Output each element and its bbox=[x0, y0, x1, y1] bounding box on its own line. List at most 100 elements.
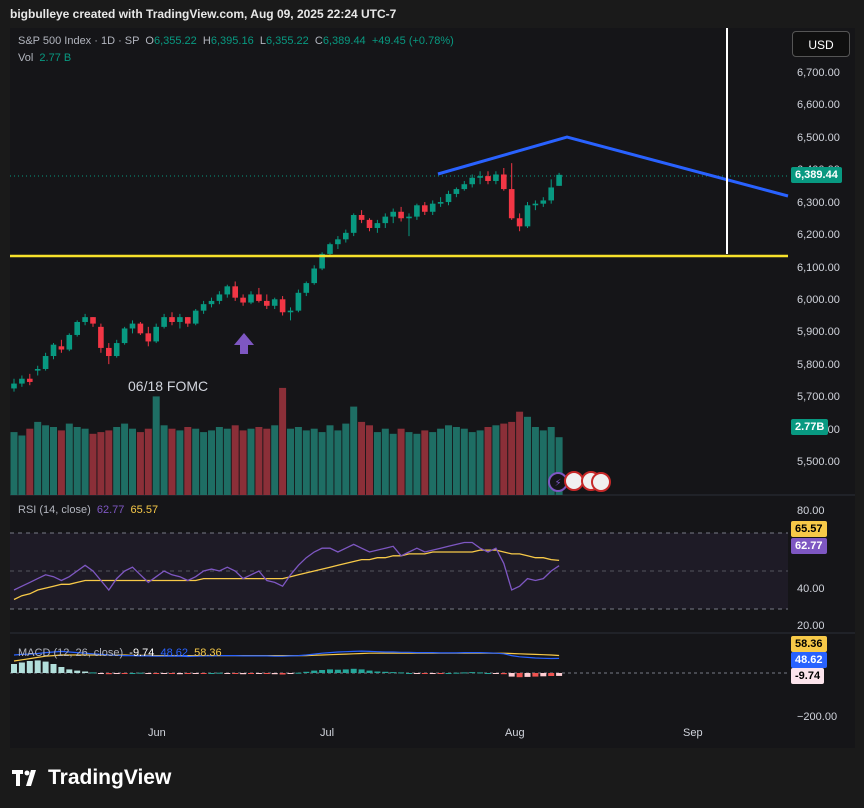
volume-bar bbox=[350, 406, 358, 495]
macd-hist-bar bbox=[184, 673, 191, 674]
volume-value: 2.77 B bbox=[39, 52, 72, 64]
candle bbox=[295, 289, 302, 313]
candle-body bbox=[437, 202, 444, 204]
volume-bar bbox=[310, 428, 318, 495]
volume-bar bbox=[397, 428, 405, 495]
macd-hist-bar bbox=[421, 673, 428, 674]
candle-body bbox=[177, 317, 183, 322]
macd-hist-bar bbox=[485, 673, 491, 674]
candle-body bbox=[74, 321, 80, 335]
volume-bar bbox=[531, 427, 539, 495]
volume-bar bbox=[239, 430, 247, 495]
rsi-ma-value: 65.57 bbox=[130, 504, 159, 516]
candle bbox=[414, 203, 420, 220]
candle-body bbox=[493, 174, 499, 181]
candle-body bbox=[311, 268, 317, 284]
volume-bar bbox=[516, 411, 524, 495]
candle bbox=[540, 197, 547, 207]
chart-canvas[interactable]: ⚡ bbox=[10, 28, 855, 748]
candle bbox=[469, 174, 475, 188]
macd-hist-bar bbox=[271, 673, 278, 675]
tradingview-logo[interactable]: TradingView bbox=[12, 766, 171, 790]
candle bbox=[248, 291, 254, 305]
macd-line-value: 48.62 bbox=[160, 647, 189, 659]
rsi-ma-tag: 65.57 bbox=[791, 521, 827, 537]
candle-body bbox=[90, 317, 96, 324]
candle bbox=[366, 218, 373, 232]
candle bbox=[493, 171, 499, 185]
macd-hist-bar bbox=[311, 670, 318, 673]
macd-hist-bar bbox=[248, 673, 254, 674]
candle-body bbox=[208, 300, 215, 305]
candle bbox=[556, 172, 562, 186]
fomc-annotation[interactable]: 06/18 FOMC bbox=[128, 378, 209, 394]
macd-hist-bar bbox=[137, 672, 144, 674]
macd-hist-bar bbox=[516, 673, 523, 678]
time-label-jul[interactable]: Jul bbox=[320, 727, 335, 739]
candle bbox=[82, 313, 88, 326]
candle-body bbox=[66, 334, 73, 350]
candle-body bbox=[161, 317, 167, 327]
macd-legend: MACD (12, 26, close) -9.74 48.62 58.36 bbox=[18, 647, 222, 659]
us-flag-event-icon bbox=[591, 472, 611, 492]
rsi-label[interactable]: RSI (14, close) bbox=[18, 504, 91, 516]
candle-body bbox=[279, 299, 286, 313]
time-label-aug[interactable]: Aug bbox=[505, 727, 525, 739]
candle-body bbox=[366, 219, 373, 228]
candle bbox=[50, 343, 57, 360]
volume-bar bbox=[279, 387, 287, 495]
rsi-lines bbox=[13, 541, 560, 601]
candle bbox=[169, 312, 175, 326]
tradingview-logo-icon bbox=[12, 770, 36, 786]
time-label-sep[interactable]: Sep bbox=[683, 727, 703, 739]
candle-body bbox=[224, 286, 231, 295]
volume-bar bbox=[168, 428, 176, 495]
rsi-tick-20: 20.00 bbox=[797, 620, 825, 632]
candle-body bbox=[145, 333, 152, 342]
volume-bar bbox=[555, 437, 563, 495]
event-icons: ⚡ bbox=[548, 471, 611, 492]
volume-bar bbox=[192, 428, 200, 495]
candle bbox=[437, 197, 444, 207]
currency-button[interactable]: USD bbox=[792, 31, 850, 57]
volume-bar bbox=[144, 428, 152, 495]
macd-hist-bar bbox=[366, 670, 373, 673]
candle-body bbox=[516, 218, 523, 227]
volume-bar bbox=[429, 432, 437, 495]
chart-panel[interactable] bbox=[10, 28, 855, 748]
time-label-jun[interactable]: Jun bbox=[148, 727, 166, 739]
candle bbox=[240, 294, 246, 306]
rsi-band bbox=[10, 533, 788, 609]
candle bbox=[343, 229, 349, 243]
candle-body bbox=[192, 310, 199, 324]
volume-bar bbox=[492, 425, 500, 495]
volume-bar bbox=[223, 428, 231, 495]
macd-hist-bar bbox=[334, 669, 341, 673]
volume-bar bbox=[445, 425, 452, 495]
macd-label[interactable]: MACD (12, 26, close) bbox=[18, 647, 124, 659]
candle bbox=[185, 317, 191, 327]
candle-body bbox=[98, 326, 104, 348]
candle bbox=[34, 365, 41, 376]
volume-bar bbox=[476, 430, 484, 495]
volume-bar bbox=[437, 428, 445, 495]
macd-hist-bar bbox=[105, 673, 112, 675]
candle-body bbox=[501, 174, 507, 190]
candle bbox=[508, 163, 515, 220]
volume-bar bbox=[302, 430, 310, 495]
candle bbox=[74, 320, 80, 337]
candle bbox=[106, 343, 112, 365]
symbol-name[interactable]: S&P 500 Index · 1D · SP bbox=[18, 35, 140, 47]
price-tick: 6,700.00 bbox=[797, 67, 840, 79]
macd-hist-bar bbox=[556, 673, 563, 676]
candle-body bbox=[113, 343, 120, 357]
candle bbox=[137, 321, 144, 335]
candle-body bbox=[248, 294, 254, 303]
chart-caption: bigbulleye created with TradingView.com,… bbox=[10, 7, 397, 21]
price-tick: 6,500.00 bbox=[797, 131, 840, 144]
macd-hist-bar bbox=[97, 673, 104, 674]
volume-label: Vol bbox=[18, 52, 34, 64]
volume-bar bbox=[136, 432, 144, 495]
macd-hist-bar bbox=[121, 673, 128, 674]
volume-bar bbox=[215, 427, 223, 495]
